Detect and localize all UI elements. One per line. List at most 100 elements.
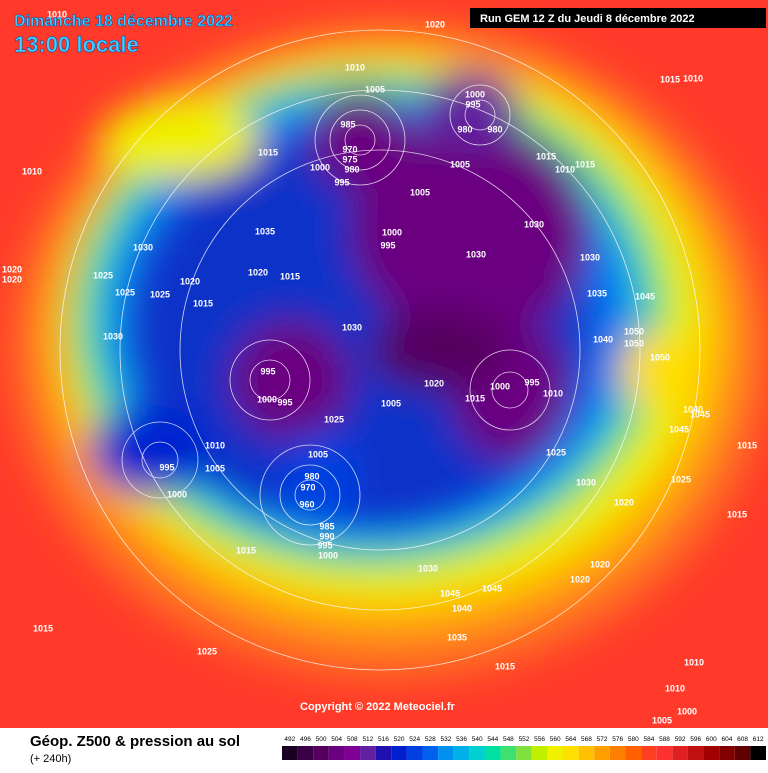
colorbar-label: 500 bbox=[316, 736, 327, 743]
colorbar-label: 552 bbox=[519, 736, 530, 743]
pressure-label: 1045 bbox=[690, 409, 710, 419]
colorbar-swatch bbox=[703, 746, 720, 760]
pressure-label: 1045 bbox=[669, 424, 689, 434]
pressure-label: 985 bbox=[340, 119, 355, 129]
colorbar-swatch bbox=[656, 746, 673, 760]
pressure-label: 1030 bbox=[524, 219, 544, 229]
pressure-label: 960 bbox=[299, 499, 314, 509]
colorbar-swatch bbox=[578, 746, 595, 760]
colorbar-swatch bbox=[734, 746, 751, 760]
pressure-label: 1015 bbox=[193, 298, 213, 308]
pressure-label: 1025 bbox=[324, 414, 344, 424]
colorbar-swatch bbox=[531, 746, 548, 760]
colorbar: 492 496 500 504 508 512 516 520 524 528 532 536 540 5… bbox=[282, 736, 766, 760]
colorbar-label: 604 bbox=[722, 736, 733, 743]
pressure-label: 1000 bbox=[465, 89, 485, 99]
colorbar-label: 536 bbox=[456, 736, 467, 743]
pressure-label: 1020 bbox=[590, 559, 610, 569]
pressure-label: 970 bbox=[300, 482, 315, 492]
pressure-label: 1020 bbox=[425, 19, 445, 29]
pressure-label: 1005 bbox=[308, 449, 328, 459]
pressure-label: 1020 bbox=[570, 574, 590, 584]
colorbar-swatch bbox=[344, 746, 361, 760]
pressure-label: 1045 bbox=[440, 588, 460, 598]
pressure-label: 1025 bbox=[115, 287, 135, 297]
colorbar-label: 576 bbox=[612, 736, 623, 743]
pressure-label: 1000 bbox=[490, 381, 510, 391]
colorbar-label: 564 bbox=[565, 736, 576, 743]
colorbar-swatch bbox=[516, 746, 532, 760]
pressure-label: 975 bbox=[342, 154, 357, 164]
pressure-label: 1015 bbox=[33, 623, 53, 633]
run-label: Run GEM 12 Z du Jeudi 8 décembre 2022 bbox=[480, 13, 695, 25]
colorbar-swatch bbox=[750, 746, 766, 760]
colorbar-swatch bbox=[719, 746, 735, 760]
pressure-label: 995 bbox=[380, 240, 395, 250]
colorbar-swatch bbox=[422, 746, 439, 760]
colorbar-swatch bbox=[484, 746, 501, 760]
pressure-label: 1015 bbox=[258, 147, 278, 157]
pressure-label: 1020 bbox=[2, 274, 22, 284]
pressure-label: 1020 bbox=[248, 267, 268, 277]
pressure-label: 1005 bbox=[205, 463, 225, 473]
pressure-label: 1000 bbox=[310, 162, 330, 172]
pressure-label: 1010 bbox=[345, 62, 365, 72]
colorbar-swatch bbox=[360, 746, 376, 760]
geopotential-field bbox=[10, 20, 768, 680]
pressure-label: 1005 bbox=[381, 398, 401, 408]
colorbar-label: 512 bbox=[362, 736, 373, 743]
colorbar-swatch bbox=[469, 746, 485, 760]
colorbar-swatch bbox=[672, 746, 688, 760]
pressure-label: 1000 bbox=[167, 489, 187, 499]
colorbar-label: 544 bbox=[487, 736, 498, 743]
pressure-label: 1030 bbox=[103, 331, 123, 341]
colorbar-label: 572 bbox=[597, 736, 608, 743]
pressure-label: 985 bbox=[319, 521, 334, 531]
pressure-label: 970 bbox=[342, 144, 357, 154]
colorbar-swatch bbox=[328, 746, 345, 760]
pressure-label: 1015 bbox=[727, 509, 747, 519]
pressure-label: 1030 bbox=[466, 249, 486, 259]
date-label: Dimanche 18 décembre 2022 bbox=[14, 13, 233, 30]
colorbar-label: 504 bbox=[331, 736, 342, 743]
pressure-label: 1035 bbox=[587, 288, 607, 298]
pressure-label: 1015 bbox=[575, 159, 595, 169]
pressure-label: 995 bbox=[334, 177, 349, 187]
pressure-label: 1025 bbox=[150, 289, 170, 299]
pressure-label: 995 bbox=[465, 99, 480, 109]
pressure-label: 1015 bbox=[465, 393, 485, 403]
pressure-label: 1020 bbox=[614, 497, 634, 507]
pressure-label: 980 bbox=[487, 124, 502, 134]
colorbar-swatch bbox=[547, 746, 564, 760]
pressure-label: 1045 bbox=[482, 583, 502, 593]
pressure-label: 1010 bbox=[543, 388, 563, 398]
colorbar-label: 580 bbox=[628, 736, 639, 743]
colorbar-label: 560 bbox=[550, 736, 561, 743]
pressure-label: 1015 bbox=[660, 74, 680, 84]
time-label: 13:00 locale bbox=[14, 32, 139, 57]
pressure-label: 1030 bbox=[418, 563, 438, 573]
pressure-label: 990 bbox=[319, 531, 334, 541]
pressure-label: 1015 bbox=[737, 440, 757, 450]
colorbar-label: 532 bbox=[441, 736, 452, 743]
colorbar-label: 528 bbox=[425, 736, 436, 743]
pressure-label: 1025 bbox=[546, 447, 566, 457]
pressure-label: 1030 bbox=[580, 252, 600, 262]
colorbar-swatch bbox=[297, 746, 314, 760]
colorbar-swatch bbox=[563, 746, 579, 760]
pressure-label: 1010 bbox=[22, 166, 42, 176]
pressure-label: 1040 bbox=[452, 603, 472, 613]
colorbar-swatch bbox=[594, 746, 610, 760]
pressure-label: 1015 bbox=[236, 545, 256, 555]
pressure-label: 1000 bbox=[382, 227, 402, 237]
pressure-label: 1010 bbox=[555, 164, 575, 174]
colorbar-swatch bbox=[282, 746, 298, 760]
pressure-label: 1035 bbox=[447, 632, 467, 642]
pressure-label: 1050 bbox=[624, 338, 644, 348]
pressure-label: 1005 bbox=[410, 187, 430, 197]
colorbar-label: 600 bbox=[706, 736, 717, 743]
colorbar-label: 496 bbox=[300, 736, 311, 743]
pressure-label: 1000 bbox=[677, 706, 697, 716]
colorbar-swatch bbox=[391, 746, 407, 760]
